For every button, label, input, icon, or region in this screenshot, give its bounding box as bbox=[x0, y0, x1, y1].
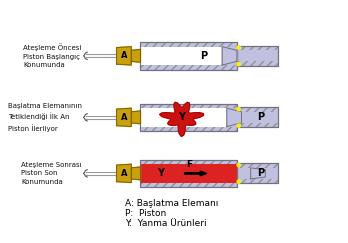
Bar bbox=[141, 164, 237, 182]
Bar bbox=[141, 42, 237, 47]
Polygon shape bbox=[131, 167, 141, 180]
Text: Y:  Yanma Ürünleri: Y: Yanma Ürünleri bbox=[125, 219, 206, 228]
Text: Y: Y bbox=[157, 168, 164, 178]
Bar bbox=[237, 107, 278, 128]
Bar bbox=[141, 160, 237, 164]
Polygon shape bbox=[160, 102, 203, 136]
Bar bbox=[141, 127, 237, 131]
Bar bbox=[141, 47, 222, 65]
Bar bbox=[141, 104, 237, 108]
Text: Başlatma Elemanının
Tetiklendiği İlk An
Piston İlerliyor: Başlatma Elemanının Tetiklendiği İlk An … bbox=[8, 103, 82, 132]
Bar bbox=[237, 179, 278, 183]
Bar bbox=[237, 46, 278, 50]
Circle shape bbox=[237, 180, 240, 183]
Circle shape bbox=[237, 164, 240, 167]
Circle shape bbox=[237, 46, 240, 49]
Bar bbox=[141, 42, 237, 70]
Polygon shape bbox=[222, 47, 237, 65]
Bar bbox=[237, 46, 278, 66]
FancyArrow shape bbox=[184, 171, 207, 176]
Text: P: P bbox=[257, 112, 264, 122]
Bar bbox=[237, 123, 278, 128]
Text: P: P bbox=[200, 51, 207, 61]
Text: Ateşleme Sonrası
Piston Son
Konumunda: Ateşleme Sonrası Piston Son Konumunda bbox=[21, 162, 82, 185]
Text: P: P bbox=[257, 168, 264, 178]
Polygon shape bbox=[227, 108, 242, 127]
Bar bbox=[141, 182, 237, 187]
Bar bbox=[141, 104, 237, 131]
Text: Y: Y bbox=[178, 112, 185, 122]
Bar bbox=[237, 163, 278, 183]
Bar bbox=[141, 65, 237, 70]
Bar bbox=[141, 160, 237, 187]
Polygon shape bbox=[117, 164, 131, 182]
Bar bbox=[237, 46, 278, 66]
Polygon shape bbox=[117, 108, 131, 127]
Bar bbox=[237, 61, 278, 66]
Bar bbox=[141, 104, 237, 131]
Circle shape bbox=[237, 124, 240, 127]
Text: A: A bbox=[121, 51, 127, 60]
Polygon shape bbox=[131, 111, 141, 124]
Polygon shape bbox=[117, 47, 131, 65]
Bar bbox=[141, 42, 237, 70]
Bar bbox=[237, 163, 278, 183]
Text: A: A bbox=[121, 169, 127, 178]
Text: Ateşleme Öncesi
Piston Başlangıç
Konumunda: Ateşleme Öncesi Piston Başlangıç Konumun… bbox=[23, 43, 82, 68]
Bar bbox=[141, 160, 237, 187]
Bar bbox=[141, 108, 227, 127]
Polygon shape bbox=[251, 168, 266, 179]
Circle shape bbox=[237, 62, 240, 66]
Bar bbox=[237, 107, 278, 128]
Text: P:  Piston: P: Piston bbox=[125, 209, 166, 218]
Text: A: A bbox=[121, 113, 127, 122]
Text: A: Başlatma Elemanı: A: Başlatma Elemanı bbox=[125, 199, 218, 208]
Text: F: F bbox=[186, 160, 192, 169]
Circle shape bbox=[237, 107, 240, 111]
Bar bbox=[237, 107, 278, 112]
Polygon shape bbox=[131, 49, 141, 62]
Bar bbox=[237, 163, 278, 168]
